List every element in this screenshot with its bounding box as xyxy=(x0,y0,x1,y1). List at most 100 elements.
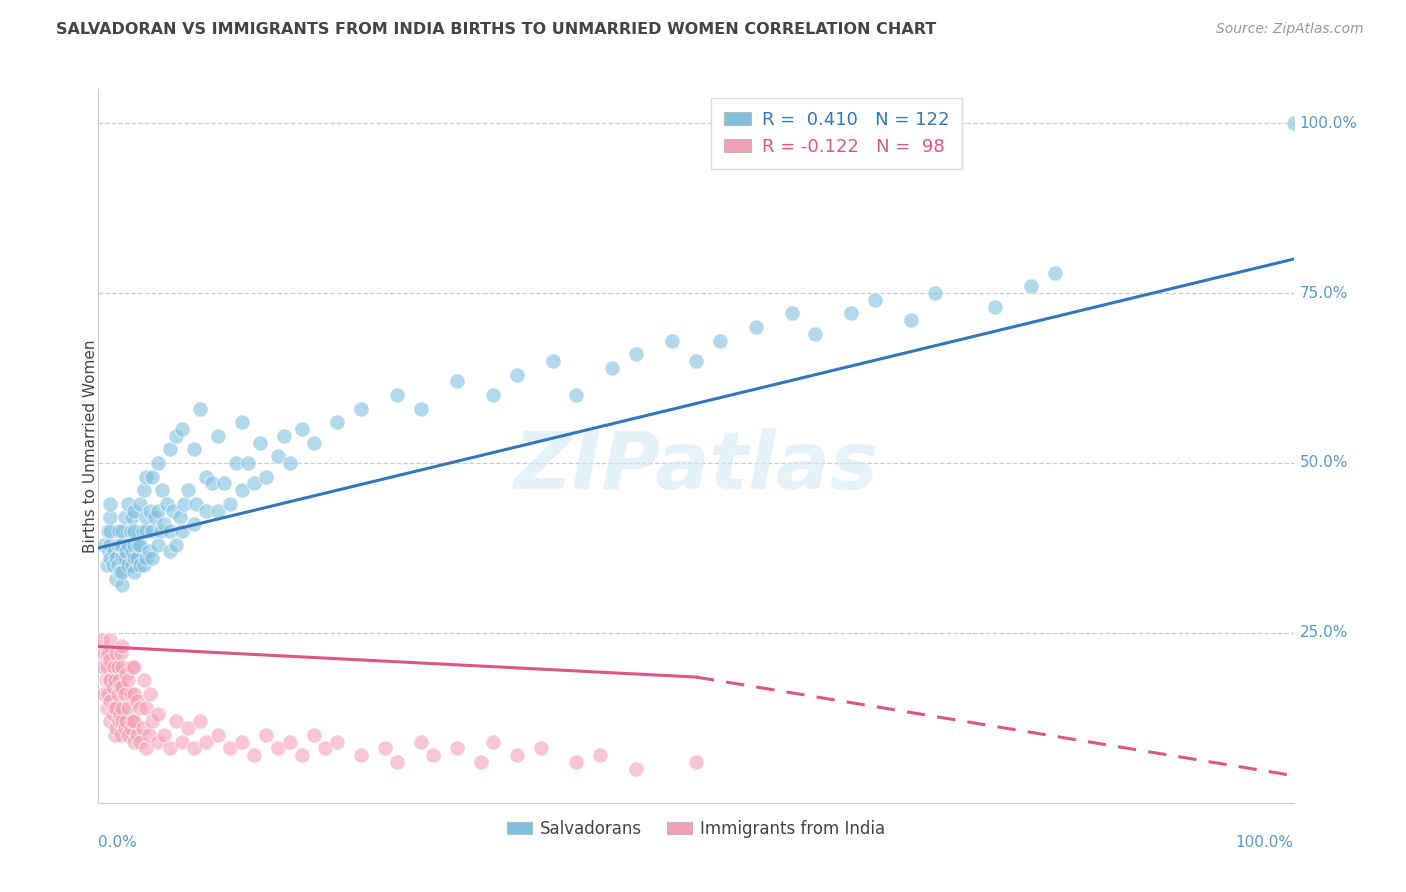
Point xyxy=(141,714,163,729)
Point xyxy=(243,476,266,491)
Point xyxy=(135,510,157,524)
Point xyxy=(219,497,242,511)
Point xyxy=(104,673,127,688)
Point xyxy=(139,503,162,517)
Point xyxy=(267,741,290,756)
Point xyxy=(107,714,129,729)
Point xyxy=(108,565,131,579)
Point xyxy=(278,734,301,748)
Point xyxy=(225,456,247,470)
Point xyxy=(685,354,707,368)
Point xyxy=(114,510,136,524)
Point xyxy=(107,537,129,551)
Point xyxy=(108,707,131,722)
Point xyxy=(745,320,768,334)
Point xyxy=(117,728,139,742)
Point xyxy=(249,435,271,450)
Point xyxy=(141,551,163,566)
Point xyxy=(114,687,136,701)
Point xyxy=(183,517,205,532)
Point xyxy=(124,714,146,729)
Point xyxy=(111,640,134,654)
Point xyxy=(506,368,529,382)
Point xyxy=(231,483,253,498)
Point xyxy=(98,497,122,511)
Point xyxy=(98,673,121,688)
Point xyxy=(138,544,160,558)
Point xyxy=(195,734,218,748)
Point xyxy=(162,503,184,517)
Point xyxy=(148,456,170,470)
Point xyxy=(315,741,337,756)
Point xyxy=(121,660,143,674)
Point xyxy=(219,741,242,756)
Point xyxy=(111,524,134,538)
Point xyxy=(98,694,122,708)
Point xyxy=(96,660,118,674)
Point xyxy=(148,537,170,551)
Point xyxy=(326,415,349,429)
Point xyxy=(132,483,155,498)
Point xyxy=(183,442,205,457)
Text: 25.0%: 25.0% xyxy=(1299,625,1348,640)
Point xyxy=(804,326,827,341)
Point xyxy=(159,442,181,457)
Point xyxy=(148,734,170,748)
Point xyxy=(111,680,134,694)
Point xyxy=(124,503,146,517)
Point xyxy=(124,551,146,566)
Point xyxy=(411,401,433,416)
Point xyxy=(143,510,166,524)
Point xyxy=(129,497,152,511)
Point xyxy=(98,510,122,524)
Point xyxy=(98,673,122,688)
Point xyxy=(446,375,468,389)
Point xyxy=(135,700,157,714)
Point xyxy=(105,646,128,660)
Point xyxy=(98,537,122,551)
Point xyxy=(411,734,433,748)
Point xyxy=(125,728,148,742)
Point xyxy=(153,728,176,742)
Text: ZIPatlas: ZIPatlas xyxy=(513,428,879,507)
Point xyxy=(150,483,173,498)
Point xyxy=(446,741,468,756)
Point xyxy=(98,632,122,647)
Point xyxy=(96,558,118,572)
Point xyxy=(111,714,134,729)
Point xyxy=(385,755,409,769)
Point xyxy=(129,558,152,572)
Point xyxy=(105,551,128,566)
Point xyxy=(111,551,134,566)
Point xyxy=(172,524,194,538)
Point xyxy=(374,741,396,756)
Point xyxy=(107,660,129,674)
Point xyxy=(302,435,325,450)
Point xyxy=(132,673,155,688)
Point xyxy=(124,734,146,748)
Point xyxy=(1019,279,1042,293)
Point xyxy=(254,728,277,742)
Point xyxy=(97,524,120,538)
Point xyxy=(121,714,143,729)
Point xyxy=(124,565,146,579)
Point xyxy=(97,687,120,701)
Point xyxy=(91,660,114,674)
Point xyxy=(470,755,492,769)
Point xyxy=(93,537,115,551)
Point xyxy=(165,429,187,443)
Point xyxy=(541,354,564,368)
Point xyxy=(135,551,157,566)
Point xyxy=(103,660,125,674)
Point xyxy=(117,497,139,511)
Point xyxy=(148,503,170,517)
Point xyxy=(114,721,136,735)
Text: SALVADORAN VS IMMIGRANTS FROM INDIA BIRTHS TO UNMARRIED WOMEN CORRELATION CHART: SALVADORAN VS IMMIGRANTS FROM INDIA BIRT… xyxy=(56,22,936,37)
Point xyxy=(110,646,132,660)
Point xyxy=(165,714,187,729)
Point xyxy=(108,537,131,551)
Point xyxy=(159,741,181,756)
Point xyxy=(155,497,177,511)
Point xyxy=(101,707,124,722)
Point xyxy=(91,632,114,647)
